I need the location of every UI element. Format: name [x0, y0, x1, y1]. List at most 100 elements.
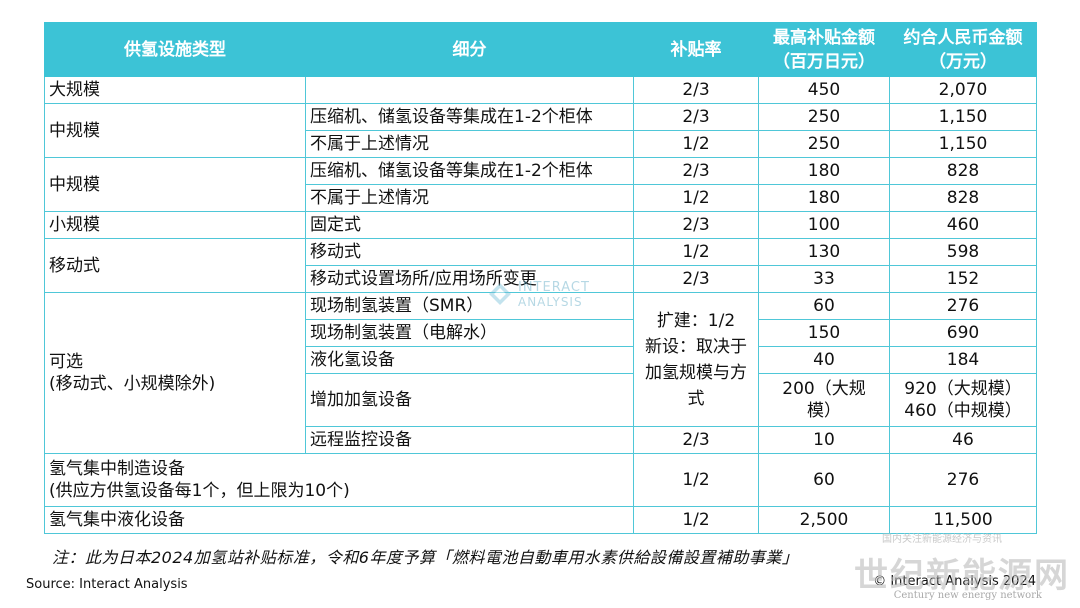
cell-detail: 远程监控设备: [305, 426, 634, 454]
header-type: 供氢设施类型: [44, 22, 306, 77]
cell-rate: 2/3: [633, 76, 759, 104]
cell-rate-line3: 加氢规模与方: [645, 362, 747, 383]
table-row: 氢气集中液化设备 1/2 2,500 11,500: [44, 506, 1037, 534]
cell-rmb: 1,150: [889, 103, 1037, 131]
cell-rate: 1/2: [633, 130, 759, 158]
cell-max: 33: [758, 265, 890, 293]
table-row: 小规模 固定式 2/3 100 460: [44, 211, 1037, 239]
cell-rmb: 152: [889, 265, 1037, 293]
table-row: 现场制氢装置（电解水） 150 690: [45, 319, 1037, 347]
copyright-label: © Interact Analysis 2024: [873, 574, 1036, 589]
cell-detail: 增加加氢设备: [305, 373, 634, 427]
header-rate: 补贴率: [633, 22, 759, 77]
cell-max-line2: 模）: [807, 401, 841, 421]
cell-type-line1: 可选: [49, 352, 83, 372]
cell-rmb: 276: [889, 292, 1037, 320]
cell-type: 可选 (移动式、小规模除外): [44, 292, 306, 454]
subsidy-table: 供氢设施类型 细分 补贴率 最高补贴金额 （百万日元） 约合人民币金额 （万元） 大…: [44, 22, 1037, 534]
cell-type-line2: (移动式、小规模除外): [49, 374, 216, 394]
header-max-line1: 最高补贴金额: [773, 27, 875, 48]
cell-detail: 固定式: [305, 211, 634, 239]
cell-max: 250: [758, 103, 890, 131]
table-header-row: 供氢设施类型 细分 补贴率 最高补贴金额 （百万日元） 约合人民币金额 （万元）: [44, 22, 1037, 77]
cell-rate: 2/3: [633, 265, 759, 293]
subsidy-table-container: 供氢设施类型 细分 补贴率 最高补贴金额 （百万日元） 约合人民币金额 （万元） 大…: [44, 22, 1037, 534]
cell-rmb: 828: [889, 157, 1037, 185]
cell-detail: 现场制氢装置（电解水）: [305, 319, 634, 347]
cell-rate: 2/3: [633, 103, 759, 131]
cell-type: 中规模: [44, 157, 306, 212]
header-detail: 细分: [305, 22, 634, 77]
cell-rmb: 184: [889, 346, 1037, 374]
cell-type: 大规模: [44, 76, 306, 104]
cell-type-line2: (供应方供氢设备每1个，但上限为10个): [49, 481, 350, 501]
cell-max: 10: [758, 426, 890, 454]
cell-type: 小规模: [44, 211, 306, 239]
table-row: 移动式 移动式 1/2 130 598: [44, 238, 1037, 293]
header-rmb-line2: （万元）: [929, 51, 997, 72]
cell-type: 移动式: [44, 238, 306, 293]
cell-rmb: 46: [889, 426, 1037, 454]
table-row: 液化氢设备 40 184: [45, 346, 1037, 374]
table-row: 不属于上述情况 1/2 180 828: [45, 184, 1037, 212]
watermark-cn-subtitle: Century new energy network: [893, 590, 1042, 601]
cell-rmb: 2,070: [889, 76, 1037, 104]
cell-type: 中规模: [44, 103, 306, 158]
cell-detail: 不属于上述情况: [305, 184, 634, 212]
cell-rate: 2/3: [633, 426, 759, 454]
cell-rmb: 920（大规模） 460（中规模）: [889, 373, 1037, 427]
cell-max: 180: [758, 157, 890, 185]
header-rmb: 约合人民币金额 （万元）: [889, 22, 1037, 77]
cell-detail: 压缩机、储氢设备等集成在1-2个柜体: [305, 103, 634, 131]
cell-max-line1: 200（大规: [782, 379, 866, 399]
cell-detail: 移动式设置场所/应用场所变更: [305, 265, 634, 293]
table-row: 大规模 2/3 450 2,070: [44, 76, 1037, 104]
header-max-line2: （百万日元）: [773, 51, 875, 72]
header-rmb-line1: 约合人民币金额: [903, 27, 1023, 48]
cell-rmb: 598: [889, 238, 1037, 266]
cell-max: 180: [758, 184, 890, 212]
cell-type-line1: 氢气集中制造设备: [49, 459, 185, 479]
table-row: 增加加氢设备 200（大规 模） 920（大规模） 460（中规模）: [45, 373, 1037, 427]
table-row: 可选 (移动式、小规模除外) 现场制氢装置（SMR） 扩建：1/2 新设：取决于 加氢…: [44, 292, 1037, 454]
cell-detail: 不属于上述情况: [305, 130, 634, 158]
cell-rate: 1/2: [633, 453, 759, 507]
cell-detail: 移动式: [305, 238, 634, 266]
cell-max: 2,500: [758, 506, 890, 534]
cell-max: 200（大规 模）: [758, 373, 890, 427]
cell-rate-merged: 扩建：1/2 新设：取决于 加氢规模与方式: [633, 292, 759, 427]
table-row: 氢气集中制造设备 (供应方供氢设备每1个，但上限为10个) 1/2 60 276: [44, 453, 1037, 507]
table-footnote: 注：此为日本2024加氢站补贴标准，令和6年度予算「燃料電池自動車用水素供給設備…: [52, 548, 799, 567]
table-row: 移动式设置场所/应用场所变更 2/3 33 152: [45, 265, 1037, 293]
cell-rmb: 690: [889, 319, 1037, 347]
cell-max: 40: [758, 346, 890, 374]
cell-detail: 液化氢设备: [305, 346, 634, 374]
cell-max: 150: [758, 319, 890, 347]
cell-max: 60: [758, 292, 890, 320]
cell-max: 130: [758, 238, 890, 266]
cell-rmb: 828: [889, 184, 1037, 212]
cell-max: 250: [758, 130, 890, 158]
cell-detail: 现场制氢装置（SMR）: [305, 292, 634, 320]
cell-detail: 压缩机、储氢设备等集成在1-2个柜体: [305, 157, 634, 185]
watermark-cn-title: 世纪新能源网: [854, 556, 1070, 596]
cell-max: 100: [758, 211, 890, 239]
cell-rmb: 11,500: [889, 506, 1037, 534]
cell-rmb: 276: [889, 453, 1037, 507]
table-row: 中规模 压缩机、储氢设备等集成在1-2个柜体 2/3 180 828: [44, 157, 1037, 212]
cell-rmb: 1,150: [889, 130, 1037, 158]
table-row: 中规模 压缩机、储氢设备等集成在1-2个柜体 2/3 250 1,150: [44, 103, 1037, 158]
cell-type: 氢气集中制造设备 (供应方供氢设备每1个，但上限为10个): [44, 453, 634, 507]
cell-rate: 1/2: [633, 506, 759, 534]
cell-rate: 1/2: [633, 238, 759, 266]
cell-rate-line1: 扩建：1/2: [656, 310, 736, 331]
cell-rmb: 460: [889, 211, 1037, 239]
cell-rmb-line1: 920（大规模）: [904, 379, 1022, 399]
cell-rate: 2/3: [633, 211, 759, 239]
cell-detail: [305, 76, 634, 104]
cell-rate: 1/2: [633, 184, 759, 212]
source-label: Source: Interact Analysis: [26, 577, 188, 592]
cell-rate-line2: 新设：取决于: [645, 336, 747, 357]
cell-rate: 2/3: [633, 157, 759, 185]
table-row: 不属于上述情况 1/2 250 1,150: [45, 130, 1037, 158]
